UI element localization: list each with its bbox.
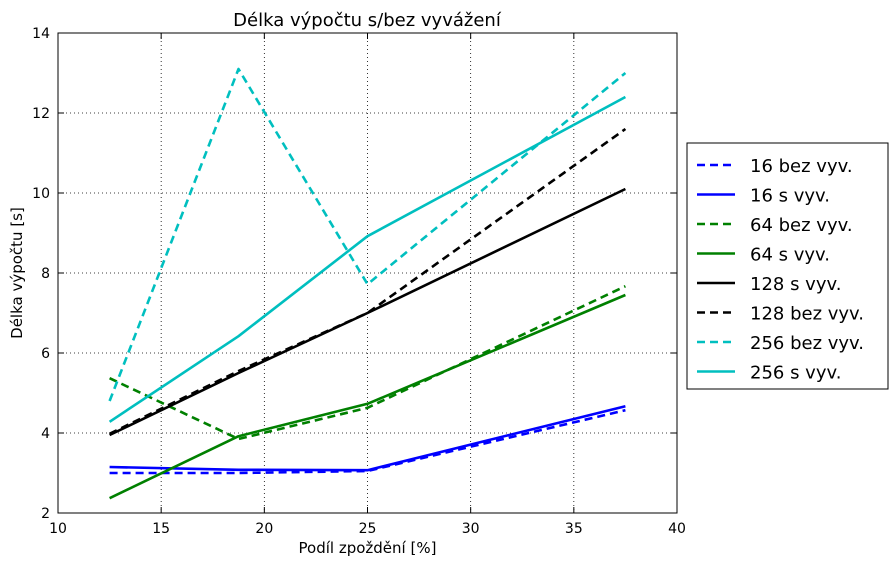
x-tick-label: 15 bbox=[152, 521, 170, 537]
legend-label: 64 s vyv. bbox=[750, 245, 830, 266]
legend-label: 128 bez vyv. bbox=[750, 304, 864, 325]
y-tick-label: 10 bbox=[32, 186, 50, 202]
legend-label: 256 s vyv. bbox=[750, 363, 841, 384]
series-line bbox=[109, 293, 626, 500]
y-tick-label: 12 bbox=[32, 106, 50, 122]
series-line bbox=[109, 285, 626, 441]
legend-label: 256 bez vyv. bbox=[750, 333, 864, 354]
x-tick-label: 40 bbox=[668, 521, 686, 537]
x-tick-label: 10 bbox=[49, 521, 67, 537]
y-tick-label: 8 bbox=[41, 266, 50, 282]
series-lines bbox=[108, 67, 627, 500]
y-tick-label: 4 bbox=[41, 426, 50, 442]
series-line bbox=[109, 408, 626, 475]
y-tick-label: 2 bbox=[41, 506, 50, 522]
legend: 16 bez vyv. 16 s vyv. 64 bez vyv. 64 s vyv.… bbox=[686, 142, 889, 390]
axis-ticks: 10 15 20 25 30 35 40 2 4 6 8 10 12 14 bbox=[32, 26, 686, 537]
x-tick-label: 30 bbox=[462, 521, 480, 537]
legend-label: 16 s vyv. bbox=[750, 186, 830, 207]
grid bbox=[57, 32, 678, 514]
x-tick-label: 25 bbox=[359, 521, 377, 537]
y-axis-label: Délka výpočtu [s] bbox=[8, 207, 26, 339]
y-tick-label: 14 bbox=[32, 26, 50, 42]
series-line bbox=[108, 95, 627, 423]
legend-label: 16 bez vyv. bbox=[750, 156, 853, 177]
y-tick-label: 6 bbox=[41, 346, 50, 362]
legend-box bbox=[686, 142, 889, 390]
chart-title: Délka výpočtu s/bez vyvážení bbox=[233, 10, 502, 31]
legend-label: 64 bez vyv. bbox=[750, 215, 853, 236]
series-line bbox=[108, 67, 627, 402]
series-line bbox=[109, 127, 627, 435]
x-tick-label: 20 bbox=[255, 521, 273, 537]
x-tick-label: 35 bbox=[565, 521, 583, 537]
legend-label: 128 s vyv. bbox=[750, 274, 841, 295]
x-axis-label: Podíl zpoždění [%] bbox=[299, 539, 437, 557]
